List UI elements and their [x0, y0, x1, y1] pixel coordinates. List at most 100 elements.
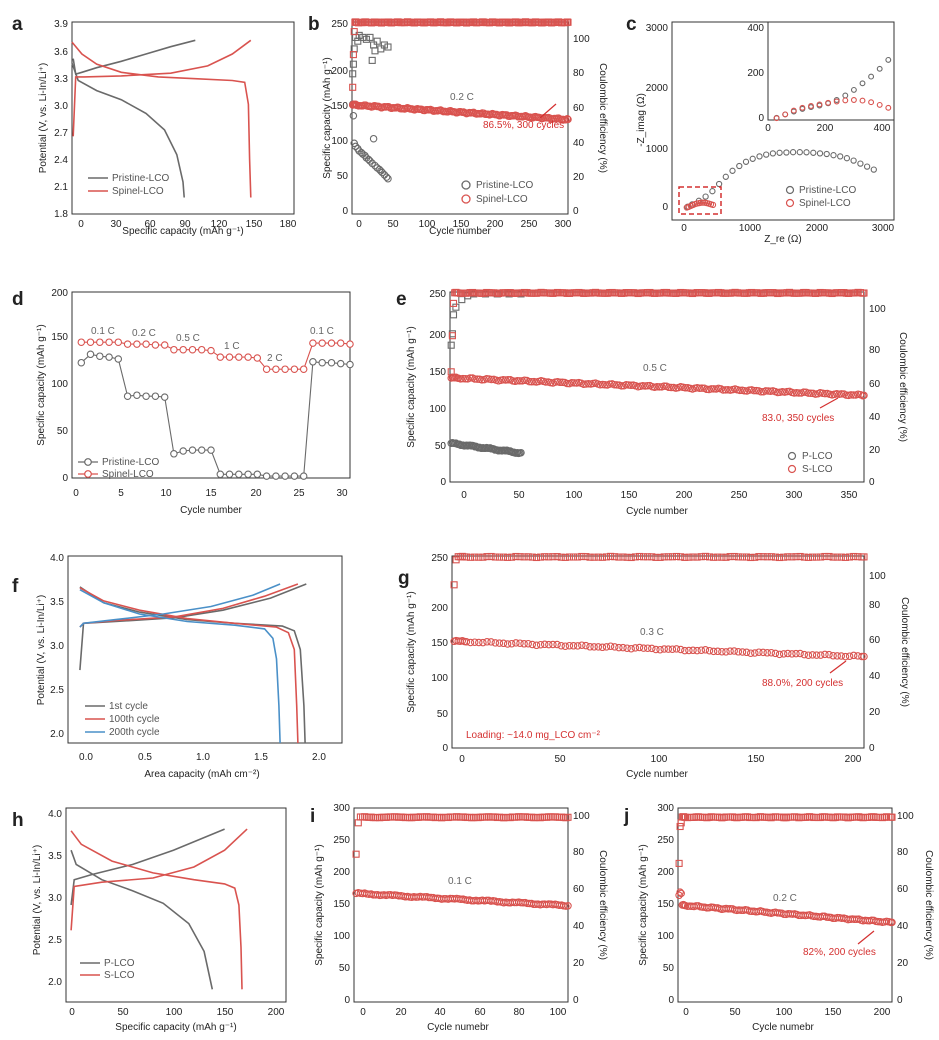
- x-tick: 200: [487, 219, 504, 230]
- y-ticks: 0 50 100 150 200 250 300: [657, 803, 674, 1006]
- x-tick: 150: [217, 1007, 234, 1018]
- capacity-point: [667, 383, 675, 392]
- rate-point: [170, 345, 178, 354]
- ce-point: [349, 60, 357, 68]
- rate-label: 0.5 C: [643, 363, 667, 374]
- inset-eis-point: [850, 97, 857, 103]
- ce-point: [734, 553, 742, 561]
- ce-point: [860, 553, 868, 561]
- y-ticks: 0 50 100 150 200 250: [431, 553, 448, 754]
- capacity-point: [764, 387, 772, 395]
- inset-eis-point: [859, 97, 866, 104]
- rate-point: [86, 350, 95, 359]
- y2-tick: 0: [869, 743, 875, 754]
- ce-point: [726, 553, 734, 561]
- y2-ticks: 0 20 40 60 80 100: [897, 811, 914, 1006]
- rate-line: [81, 341, 351, 370]
- panel-label-a: a: [12, 14, 23, 35]
- y-tick: 2.5: [50, 685, 64, 696]
- y-tick: 100: [657, 931, 674, 942]
- plot-frame: [677, 807, 893, 1003]
- ce-point: [565, 553, 573, 561]
- capacity-point: [586, 643, 594, 651]
- plot-frame: [71, 291, 351, 479]
- rate-point: [105, 338, 113, 346]
- annotation-arrow: [857, 930, 875, 945]
- rate-label: 0.2 C: [773, 893, 797, 904]
- rate-point: [346, 360, 354, 369]
- ce-point: [458, 296, 466, 304]
- rate-point: [281, 472, 289, 480]
- capacity-point: [689, 646, 697, 655]
- y2-tick: 20: [869, 707, 881, 718]
- ce-point: [800, 553, 808, 561]
- legend-label: S-LCO: [104, 970, 135, 981]
- series-marks: [70, 828, 248, 990]
- rate-point: [244, 470, 252, 479]
- y-axis-label: Specific capacity (mAh g⁻¹): [322, 57, 333, 178]
- rate-label: 0.2 C: [132, 328, 156, 339]
- x-tick: 40: [434, 1007, 446, 1018]
- y2-tick: 60: [573, 103, 585, 114]
- discharge-curve: [79, 587, 299, 744]
- ce-point: [549, 813, 557, 821]
- capacity-point: [462, 638, 471, 646]
- ce-point: [700, 289, 708, 297]
- x-tick: 150: [825, 1007, 842, 1018]
- ce-point: [349, 70, 357, 78]
- eis-point: [783, 149, 790, 156]
- ce-point: [611, 553, 619, 561]
- discharge-curve: [70, 849, 214, 990]
- capacity-point: [540, 640, 549, 649]
- y-tick: 150: [51, 332, 68, 343]
- y-tick: 4.0: [48, 809, 62, 820]
- y-tick: 0: [662, 202, 668, 213]
- capacity-point: [740, 387, 749, 395]
- ce-point: [759, 289, 768, 297]
- ce-point: [462, 553, 470, 561]
- capacity-point: [499, 375, 507, 384]
- ce-point: [660, 553, 668, 561]
- legend-label: Pristine-LCO: [112, 173, 169, 184]
- ce-point: [758, 813, 767, 821]
- capacity-point: [710, 385, 718, 393]
- x-tick: 20: [250, 488, 262, 499]
- y-tick: 50: [339, 963, 351, 974]
- y-tick: 300: [657, 803, 674, 814]
- eis-point: [697, 199, 705, 206]
- ce-point: [359, 33, 367, 41]
- rate-label: 2 C: [267, 353, 283, 364]
- y-tick: 200: [657, 867, 674, 878]
- x-tick: 0: [356, 219, 362, 230]
- legend: P-LCO S-LCO: [80, 958, 135, 981]
- ce-point: [359, 813, 367, 821]
- capacity-point: [762, 387, 770, 395]
- rate-point: [281, 365, 289, 373]
- ce-point: [773, 813, 782, 821]
- ce-point: [447, 368, 455, 376]
- legend-label: 200th cycle: [109, 727, 160, 738]
- legend-label: P-LCO: [104, 958, 135, 969]
- rate-point: [262, 472, 271, 480]
- rate-point: [77, 358, 86, 367]
- y-tick: 200: [333, 867, 350, 878]
- capacity-point: [503, 640, 512, 648]
- ce-point: [447, 341, 455, 349]
- rate-label: 0.3 C: [640, 627, 664, 638]
- ce-point: [508, 553, 516, 561]
- capacity-point: [639, 644, 648, 652]
- x-tick: 250: [731, 490, 748, 501]
- rate-point: [253, 354, 262, 362]
- ce-point: [775, 553, 784, 562]
- capacity-point: [742, 648, 751, 657]
- panel-a: a Specific capacity (mAh g⁻¹) Potential …: [12, 14, 297, 237]
- capacity-point: [606, 642, 615, 650]
- legend-marker-red: [787, 464, 797, 474]
- ce-point: [421, 813, 429, 821]
- inset-x-tick: 0: [765, 123, 771, 134]
- x-tick: 60: [144, 219, 156, 230]
- capacity-point: [643, 381, 652, 390]
- capacity-point: [573, 642, 582, 650]
- y2-tick: 80: [573, 68, 585, 79]
- ce-point: [541, 553, 549, 561]
